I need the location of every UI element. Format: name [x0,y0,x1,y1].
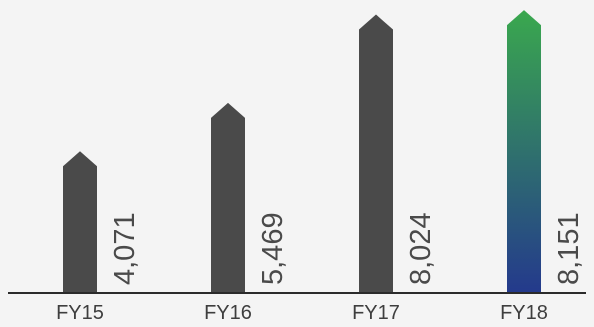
value-label-fy18: 8,151 [553,212,585,285]
bars-group [63,10,541,293]
value-labels-group: 4,071 5,469 8,024 8,151 [109,212,585,285]
x-tick-label-fy15: FY15 [56,302,104,324]
bar-fy16 [211,102,245,292]
x-tick-label-fy18: FY18 [500,302,548,324]
x-tick-labels-group: FY15 FY16 FY17 FY18 [56,302,548,324]
x-tick-label-fy16: FY16 [204,302,252,324]
bar-fy17 [359,14,393,293]
value-label-fy15: 4,071 [109,212,141,285]
bar-fy18 [507,10,541,293]
value-label-fy17: 8,024 [405,212,437,285]
x-tick-label-fy17: FY17 [352,302,400,324]
bar-fy15 [63,151,97,292]
value-label-fy16: 5,469 [257,212,289,285]
